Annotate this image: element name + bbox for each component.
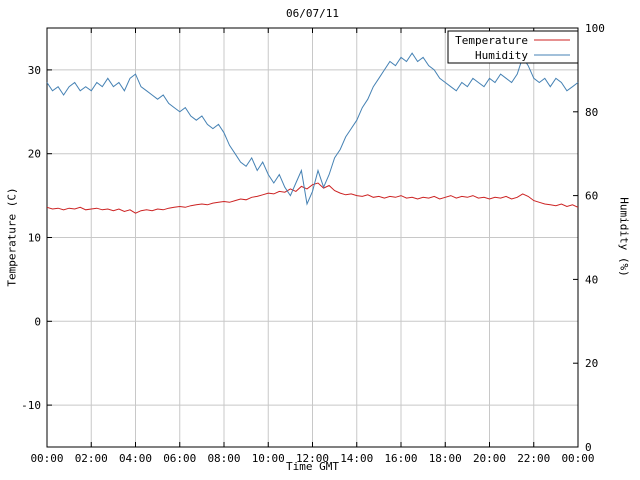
right-tick-label: 60 (585, 190, 598, 203)
tick-labels: -10 0 10 20 30 0 20 40 60 80 100 00:00 02:00 04:00 06:… (21, 22, 605, 465)
left-tick-label: 20 (28, 148, 41, 161)
grid-lines (46, 28, 579, 447)
humidity-line (46, 52, 579, 206)
x-tick-label: 02:00 (75, 452, 108, 465)
right-tick-label: 0 (585, 441, 592, 454)
legend: Temperature Humidity (447, 30, 579, 64)
tick-marks (46, 27, 579, 448)
x-tick-label: 20:00 (473, 452, 506, 465)
x-tick-label: 16:00 (384, 452, 417, 465)
x-tick-label: 14:00 (340, 452, 373, 465)
x-tick-label: 04:00 (119, 452, 152, 465)
x-tick-label: 22:00 (517, 452, 550, 465)
chart-title: 06/07/11 (286, 7, 339, 20)
left-tick-label: -10 (21, 399, 41, 412)
right-tick-label: 20 (585, 357, 598, 370)
x-tick-label: 06:00 (163, 452, 196, 465)
x-tick-label: 12:00 (296, 452, 329, 465)
right-tick-label: 100 (585, 22, 605, 35)
left-tick-label: 10 (28, 232, 41, 245)
x-tick-label: 00:00 (561, 452, 594, 465)
temperature-line (46, 182, 579, 214)
x-tick-label: 00:00 (30, 452, 63, 465)
legend-box (447, 30, 579, 64)
x-tick-label: 18:00 (429, 452, 462, 465)
legend-label: Temperature (455, 34, 528, 47)
x-axis-label: Time GMT (286, 460, 339, 473)
left-tick-label: 0 (34, 315, 41, 328)
x-tick-label: 08:00 (207, 452, 240, 465)
legend-label: Humidity (475, 49, 528, 62)
right-tick-label: 80 (585, 106, 598, 119)
left-tick-label: 30 (28, 64, 41, 77)
x-tick-label: 10:00 (252, 452, 285, 465)
right-tick-label: 40 (585, 273, 598, 286)
